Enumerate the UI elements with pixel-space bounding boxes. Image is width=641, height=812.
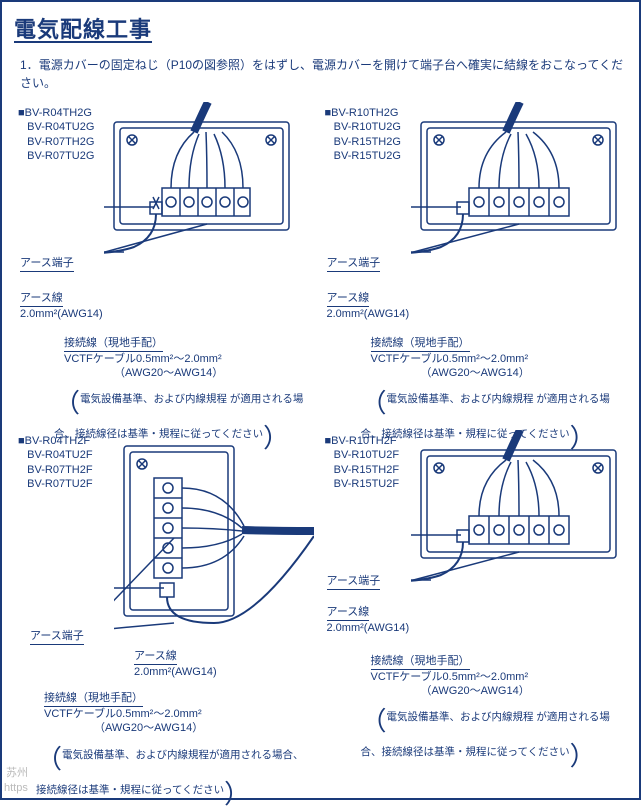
earth-terminal-label: アース端子 xyxy=(327,575,381,591)
earth-terminal-label: アース端子 xyxy=(30,630,84,646)
diagram-grid: ■BV-R04TH2G BV-R04TU2G BV-R07TH2G BV-R07… xyxy=(14,102,627,790)
earth-terminal-label: アース端子 xyxy=(20,257,74,273)
diagram-panel: ■BV-R04TH2G BV-R04TU2G BV-R07TH2G BV-R07… xyxy=(14,102,321,430)
intro-text: 1．電源カバーの固定ねじ（P10の図参照）をはずし、電源カバーを開けて端子台へ確… xyxy=(14,56,627,92)
diagram-panel: ■BV-R10TH2G BV-R10TU2G BV-R15TH2G BV-R15… xyxy=(321,102,628,430)
earth-terminal-label: アース端子 xyxy=(327,257,381,273)
connection-label: 接続線（現地手配） VCTFケーブル0.5mm²～2.0mm² （AWG20～A… xyxy=(44,692,304,735)
earth-wire-label: アース線 2.0mm²(AWG14) xyxy=(134,650,217,680)
watermark-text: https xyxy=(4,782,28,794)
note-text: （電気設備基準、および内線規程が適用される場合、接続線径は基準・規程に従ってくだ… xyxy=(36,742,306,812)
note-text: （電気設備基準、および内線規程 が適用される場合、接続線径は基準・規程に従ってく… xyxy=(361,704,616,774)
page-title: 電気配線工事 xyxy=(14,12,627,44)
earth-wire-label: アース線 2.0mm²(AWG14) xyxy=(327,292,410,322)
earth-wire-label: アース線 2.0mm²(AWG14) xyxy=(327,606,410,636)
wiring-diagram-icon xyxy=(411,102,621,272)
connection-label: 接続線（現地手配） VCTFケーブル0.5mm²～2.0mm² （AWG20～A… xyxy=(371,655,611,698)
watermark-text: 苏州 xyxy=(6,764,28,780)
wiring-diagram-icon xyxy=(104,102,314,272)
wiring-diagram-icon xyxy=(411,430,621,600)
wiring-diagram-icon xyxy=(114,438,314,638)
connection-label: 接続線（現地手配） VCTFケーブル0.5mm²～2.0mm² （AWG20～A… xyxy=(371,337,611,380)
connection-label: 接続線（現地手配） VCTFケーブル0.5mm²～2.0mm² （AWG20～A… xyxy=(64,337,304,380)
earth-wire-label: アース線 2.0mm²(AWG14) xyxy=(20,292,103,322)
diagram-panel: ■BV-R10TH2F BV-R10TU2F BV-R15TH2F BV-R15… xyxy=(321,430,628,790)
intro-num: 1． xyxy=(20,58,39,72)
diagram-panel: ■BV-R04TH2F BV-R04TU2F BV-R07TH2F BV-R07… xyxy=(14,430,321,790)
intro-body: 電源カバーの固定ねじ（P10の図参照）をはずし、電源カバーを開けて端子台へ確実に… xyxy=(20,58,623,90)
